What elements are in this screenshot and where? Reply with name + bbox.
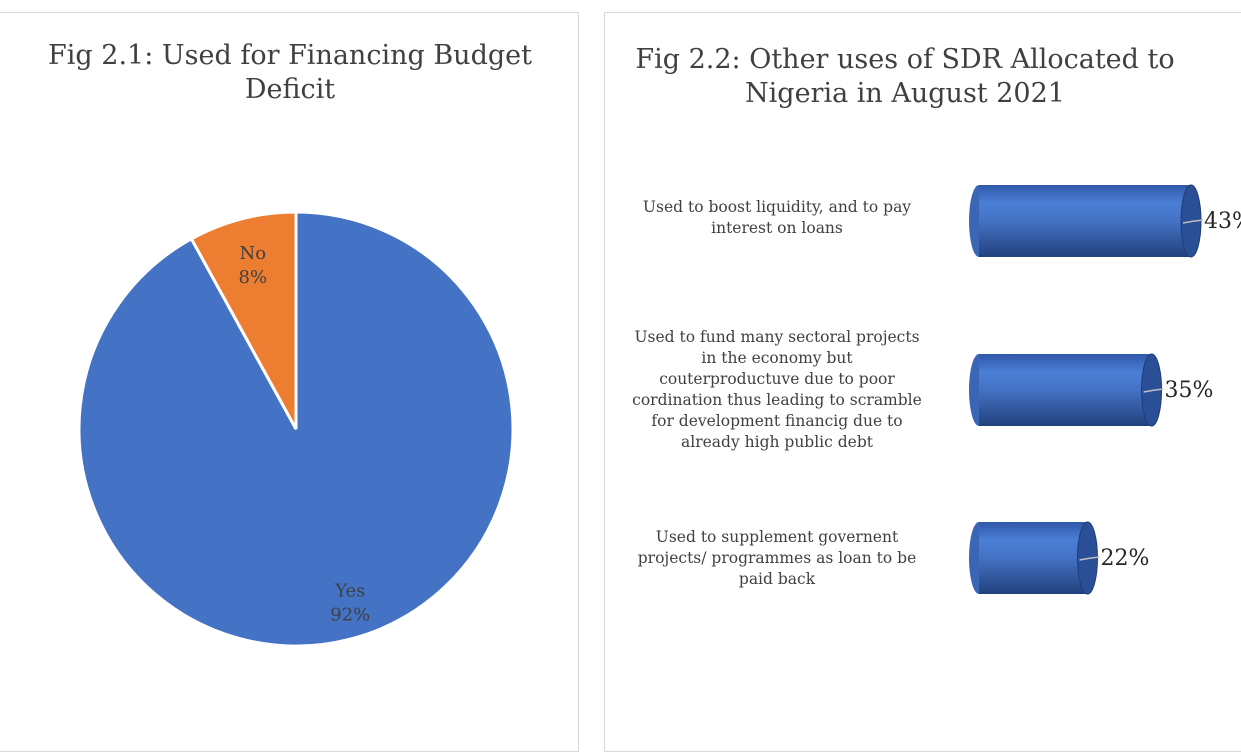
pie-label-yes: Yes <box>334 580 365 601</box>
bar-value-label-3: 22% <box>1100 546 1149 571</box>
bar-category-label-line: already high public debt <box>681 433 873 451</box>
pie-slice-no <box>189 210 298 430</box>
bar-category-label-line: Used to fund many sectoral projects <box>634 328 920 346</box>
bar-category-label-line: Used to boost liquidity, and to pay <box>642 198 912 216</box>
bar-category-label-line: projects/ programmes as loan to be <box>637 548 917 567</box>
bar-category-label-2: Used to fund many sectoral projects in th… <box>617 327 937 453</box>
bar-category-label-line: cordination thus leading to scramble <box>632 391 922 409</box>
bar-category-label-3: Used to supplement governent projects/ pr… <box>617 527 937 590</box>
pie-chart-panel: Fig 2.1: Used for Financing Budget Defic… <box>0 12 579 752</box>
cylinder-bar-1 <box>969 184 1204 258</box>
pie-value-yes: 92% <box>330 604 370 625</box>
cylinder-bar-3 <box>969 521 1100 595</box>
bar-category-label-line: Used to supplement governent <box>655 527 899 546</box>
bar-category-label-line: in the economy but <box>701 349 853 367</box>
bar-value-label-1: 43% <box>1204 209 1241 234</box>
bar-category-label-line: interest on loans <box>711 219 843 237</box>
pie-value-no: 8% <box>239 267 268 288</box>
bar-value-label-2: 35% <box>1165 378 1214 403</box>
cylinder-bar-2 <box>969 353 1164 427</box>
cylinder-bar-chart: 43% 35% 22% <box>969 184 1241 595</box>
cylinder-bar-chart-panel: Fig 2.2: Other uses of SDR Allocated to … <box>604 12 1241 752</box>
bar-category-label-line: paid back <box>738 569 816 588</box>
pie-label-no: No <box>240 243 267 264</box>
pie-chart-title: Fig 2.1: Used for Financing Budget Defic… <box>48 40 532 105</box>
bar-category-label-line: couterproductuve due to poor <box>659 370 895 388</box>
pie-chart: Yes 92% No 8% <box>77 210 515 648</box>
bar-chart-title: Fig 2.2: Other uses of SDR Allocated to … <box>635 44 1175 109</box>
bar-category-label-1: Used to boost liquidity, and to pay inter… <box>617 197 937 239</box>
bar-category-label-line: for development financig due to <box>651 412 903 430</box>
